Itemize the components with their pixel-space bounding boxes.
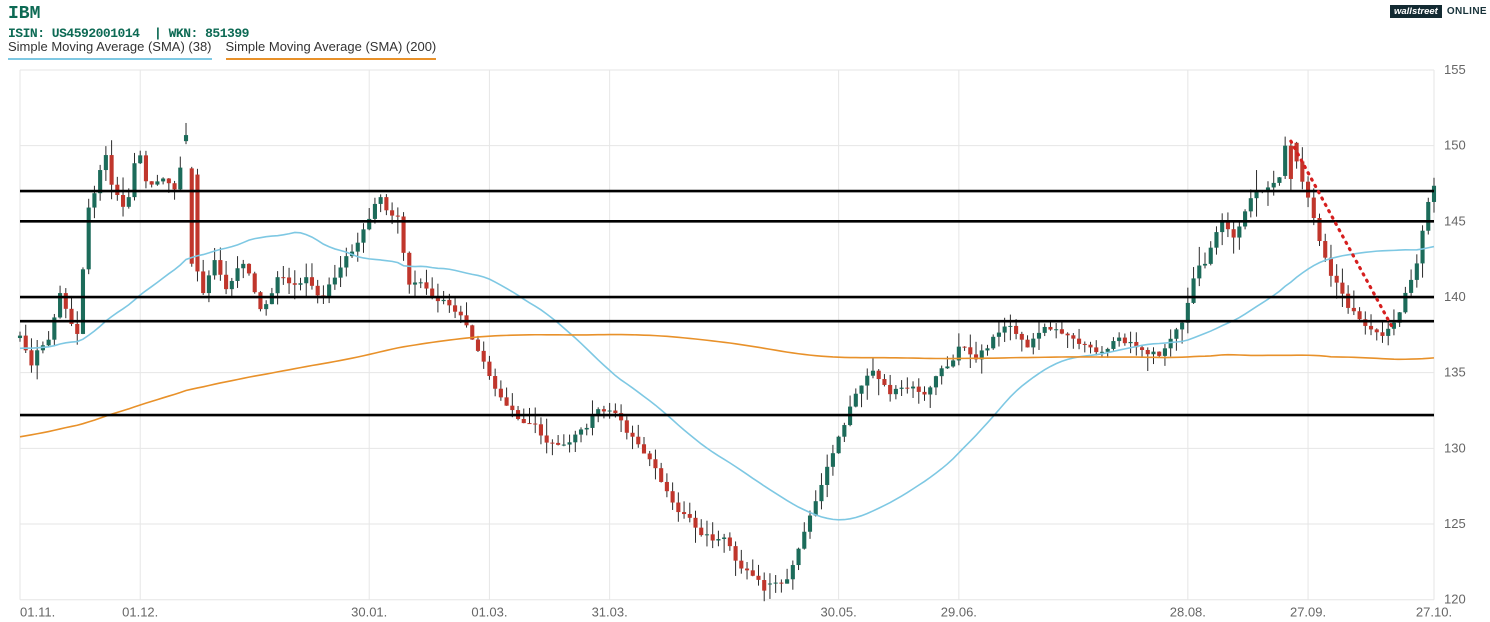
svg-text:140: 140 [1444, 289, 1466, 304]
svg-text:01.12.: 01.12. [122, 605, 158, 620]
svg-text:130: 130 [1444, 440, 1466, 455]
svg-text:125: 125 [1444, 516, 1466, 531]
svg-text:28.08.: 28.08. [1170, 605, 1206, 620]
svg-text:31.03.: 31.03. [592, 605, 628, 620]
svg-text:27.10.: 27.10. [1416, 605, 1452, 620]
svg-text:27.09.: 27.09. [1290, 605, 1326, 620]
svg-text:29.06.: 29.06. [941, 605, 977, 620]
svg-text:30.05.: 30.05. [821, 605, 857, 620]
svg-text:01.11.: 01.11. [20, 605, 55, 620]
svg-text:30.01.: 30.01. [351, 605, 387, 620]
svg-text:145: 145 [1444, 213, 1466, 228]
svg-text:01.03.: 01.03. [471, 605, 507, 620]
svg-text:155: 155 [1444, 62, 1466, 77]
svg-text:135: 135 [1444, 365, 1466, 380]
svg-text:150: 150 [1444, 138, 1466, 153]
